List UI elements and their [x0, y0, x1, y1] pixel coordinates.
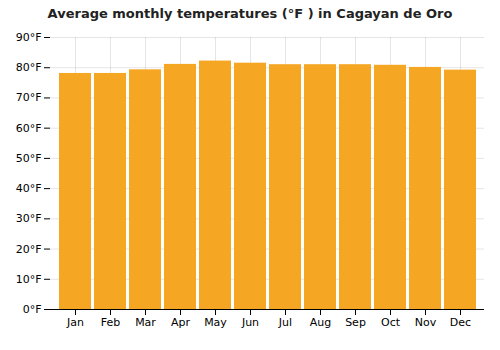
- svg-text:Mar: Mar: [135, 316, 156, 329]
- svg-text:60°F: 60°F: [16, 122, 42, 135]
- svg-text:Nov: Nov: [415, 316, 437, 329]
- svg-text:Oct: Oct: [381, 316, 401, 329]
- svg-text:May: May: [204, 316, 227, 329]
- svg-text:Sep: Sep: [345, 316, 366, 329]
- svg-text:Feb: Feb: [101, 316, 120, 329]
- svg-text:0°F: 0°F: [23, 303, 42, 316]
- svg-text:90°F: 90°F: [16, 31, 42, 44]
- svg-text:Jan: Jan: [66, 316, 84, 329]
- svg-text:70°F: 70°F: [16, 91, 42, 104]
- svg-text:Aug: Aug: [310, 316, 331, 329]
- svg-text:Jun: Jun: [241, 316, 259, 329]
- svg-text:10°F: 10°F: [16, 273, 42, 286]
- svg-text:50°F: 50°F: [16, 152, 42, 165]
- svg-text:Apr: Apr: [171, 316, 191, 329]
- svg-text:30°F: 30°F: [16, 212, 42, 225]
- svg-text:40°F: 40°F: [16, 182, 42, 195]
- svg-text:20°F: 20°F: [16, 243, 42, 256]
- svg-text:80°F: 80°F: [16, 61, 42, 74]
- html-text:Average monthly temperatures (: Average monthly temperatures (°F ) in Ca…: [47, 6, 453, 21]
- svg-text:Jul: Jul: [278, 316, 292, 329]
- svg-text:Dec: Dec: [450, 316, 471, 329]
